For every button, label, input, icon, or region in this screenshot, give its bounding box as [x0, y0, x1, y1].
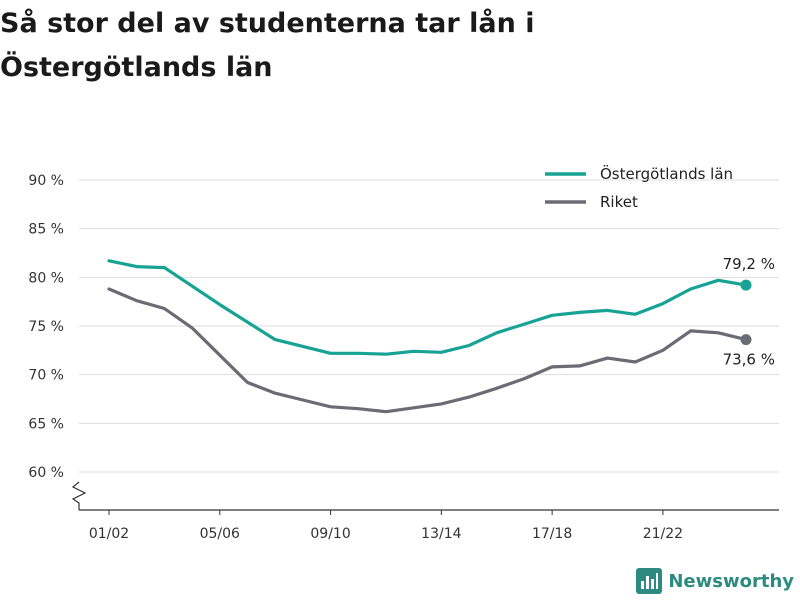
end-value-label: 79,2 % [723, 255, 775, 273]
x-tick-label: 05/06 [200, 526, 240, 542]
chart-title: Så stor del av studenterna tar lån i Öst… [0, 8, 535, 83]
y-tick-label: 65 % [28, 416, 64, 432]
legend-label: Riket [600, 193, 638, 211]
brand: Newsworthy [636, 568, 794, 594]
axis-break-icon [71, 481, 87, 510]
y-tick-label: 75 % [28, 319, 64, 335]
y-tick-label: 85 % [28, 222, 64, 238]
x-tick-label: 13/14 [421, 526, 461, 542]
series-line [107, 259, 748, 356]
series-lines [107, 259, 752, 414]
y-tick-label: 90 % [28, 173, 64, 189]
brand-name: Newsworthy [668, 570, 794, 592]
series-end-point [740, 334, 752, 346]
bar-chart-logo-icon [636, 568, 663, 594]
legend: Östergötlands län Riket [545, 164, 733, 211]
x-tick-label: 17/18 [532, 526, 572, 542]
x-axis: 01/02 05/06 09/10 13/14 17/18 21/22 [79, 509, 779, 542]
x-tick-label: 21/22 [643, 526, 683, 542]
grid-lines [79, 179, 779, 473]
series-end-point [740, 279, 752, 291]
y-tick-label: 70 % [28, 368, 64, 384]
y-axis: 60 % 65 % 70 % 75 % 80 % 85 % 90 % [28, 173, 87, 510]
x-tick-label: 09/10 [310, 526, 350, 542]
series-line [107, 287, 748, 414]
y-tick-label: 60 % [28, 465, 64, 481]
x-tick-label: 01/02 [89, 526, 129, 542]
end-labels: 79,2 % 73,6 % [723, 255, 775, 369]
y-tick-label: 80 % [28, 270, 64, 286]
end-value-label: 73,6 % [723, 351, 775, 369]
legend-label: Östergötlands län [600, 164, 733, 183]
